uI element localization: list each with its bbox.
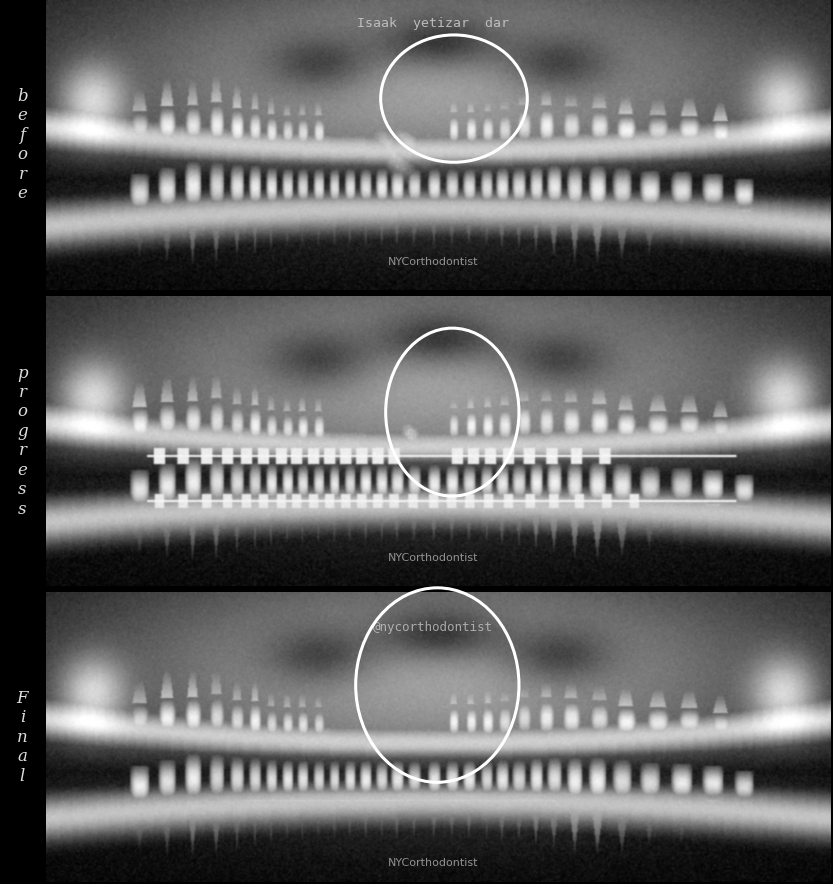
Text: s: s — [18, 500, 27, 518]
Text: @nycorthodontist: @nycorthodontist — [373, 621, 493, 634]
Text: f: f — [19, 126, 26, 144]
Text: Isaak  yetizar  dar: Isaak yetizar dar — [357, 17, 509, 30]
Text: r: r — [18, 442, 27, 460]
Text: r: r — [18, 165, 27, 183]
Text: NYCorthodontist: NYCorthodontist — [388, 552, 478, 563]
Text: F: F — [17, 690, 28, 707]
Text: l: l — [20, 767, 25, 785]
Text: e: e — [17, 185, 27, 202]
Text: e: e — [17, 107, 27, 125]
Text: g: g — [17, 423, 27, 440]
Text: e: e — [17, 461, 27, 479]
Text: NYCorthodontist: NYCorthodontist — [388, 256, 478, 267]
Text: o: o — [17, 403, 27, 421]
Text: p: p — [17, 364, 27, 382]
Text: r: r — [18, 384, 27, 401]
Text: s: s — [18, 481, 27, 499]
Text: b: b — [17, 88, 27, 105]
Text: o: o — [17, 146, 27, 164]
Text: n: n — [17, 728, 27, 746]
Text: i: i — [20, 709, 25, 727]
Text: NYCorthodontist: NYCorthodontist — [388, 857, 478, 868]
Text: a: a — [17, 748, 27, 766]
